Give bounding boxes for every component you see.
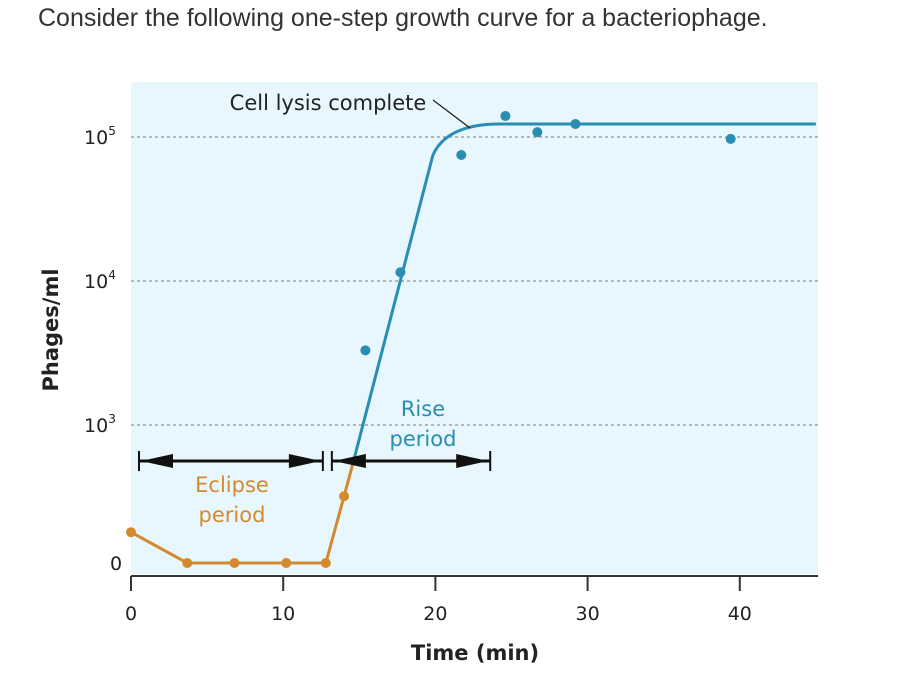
y-axis-label: Phages/ml: [39, 268, 63, 391]
rise-data-point: [360, 345, 371, 356]
rise-label-2: period: [390, 427, 457, 451]
eclipse-data-point: [281, 558, 292, 568]
rise-data-point: [532, 127, 543, 138]
rise-fit-curve: [351, 122, 816, 463]
eclipse-data-point: [126, 527, 136, 538]
eclipse-data-point: [320, 558, 331, 568]
eclipse-period-arrow-head-right: [288, 454, 321, 468]
rise-period-arrow-head-left: [333, 454, 366, 468]
x-tick-label: 0: [125, 603, 137, 625]
y-tick-label: 0: [110, 553, 122, 575]
x-axis-label: Time (min): [411, 641, 539, 665]
rise-data-point: [456, 149, 467, 160]
eclipse-data-point: [229, 558, 240, 568]
y-tick-label: 105: [84, 124, 116, 149]
rise-data-point: [570, 119, 581, 130]
rise-data-point: [395, 267, 406, 278]
eclipse-label-2: period: [199, 503, 266, 527]
x-tick-label: 40: [728, 603, 752, 625]
eclipse-data-point: [182, 558, 193, 568]
eclipse-label-1: Eclipse: [195, 473, 269, 497]
y-tick-label: 103: [84, 412, 116, 437]
rise-data-point: [725, 133, 736, 144]
x-tick-label: 10: [271, 603, 295, 625]
plot-background: [131, 82, 818, 574]
rise-period-arrow-head-right: [456, 454, 489, 468]
eclipse-period-arrow-head-left: [141, 454, 173, 468]
eclipse-data-point: [339, 491, 350, 502]
rise-data-point: [500, 110, 511, 121]
x-tick-label: 20: [423, 603, 447, 625]
lysis-pointer: [432, 99, 471, 129]
rise-label-1: Rise: [401, 397, 445, 421]
y-tick-label: 104: [84, 268, 116, 293]
question-text: Consider the following one-step growth c…: [38, 4, 768, 32]
lysis-label: Cell lysis complete: [230, 91, 427, 115]
x-tick-label: 30: [576, 603, 600, 625]
